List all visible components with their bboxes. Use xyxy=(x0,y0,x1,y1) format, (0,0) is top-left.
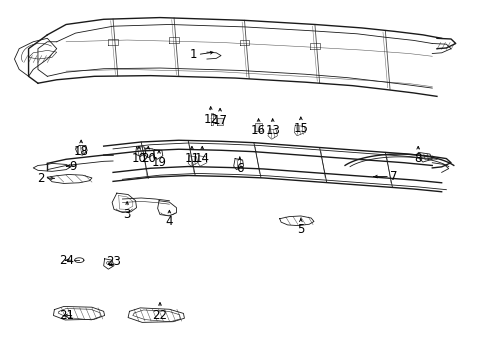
Text: 6: 6 xyxy=(236,162,243,175)
Text: 20: 20 xyxy=(141,152,155,165)
Text: 23: 23 xyxy=(106,255,121,268)
Text: 21: 21 xyxy=(60,309,74,322)
Text: 18: 18 xyxy=(74,145,88,158)
Text: 19: 19 xyxy=(151,156,166,169)
Text: 5: 5 xyxy=(297,223,304,236)
Text: 22: 22 xyxy=(152,309,167,321)
Text: 9: 9 xyxy=(69,160,77,173)
Text: 4: 4 xyxy=(165,215,173,228)
Text: 1: 1 xyxy=(190,48,197,61)
Text: 7: 7 xyxy=(389,170,397,183)
Text: 16: 16 xyxy=(250,124,265,137)
Text: 24: 24 xyxy=(60,254,74,267)
Text: 3: 3 xyxy=(123,208,131,221)
Text: 14: 14 xyxy=(194,152,209,165)
Text: 2: 2 xyxy=(38,172,45,185)
Text: 12: 12 xyxy=(203,113,218,126)
Text: 10: 10 xyxy=(131,152,146,165)
Text: 13: 13 xyxy=(264,124,280,137)
Text: 11: 11 xyxy=(184,152,199,165)
Text: 17: 17 xyxy=(212,114,227,127)
Text: 15: 15 xyxy=(293,122,307,135)
Text: 8: 8 xyxy=(414,152,421,165)
